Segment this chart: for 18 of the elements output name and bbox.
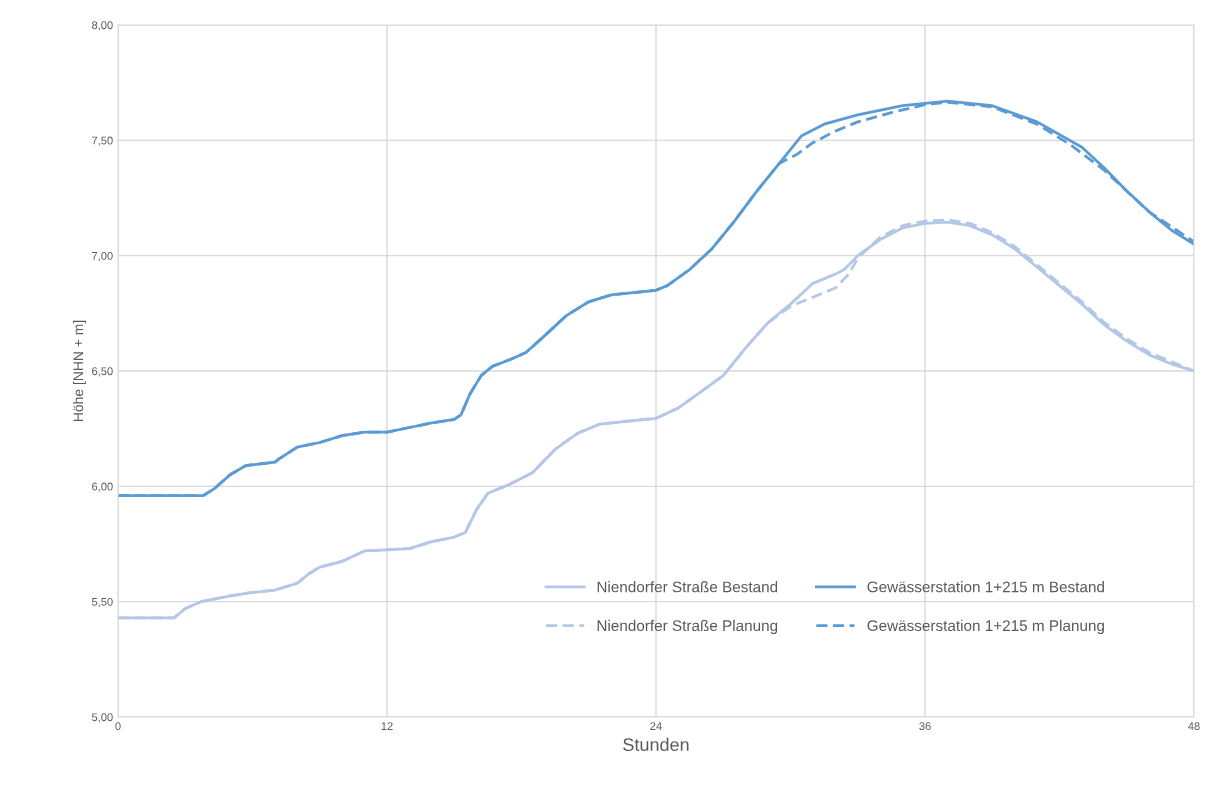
y-axis-title: Höhe [NHN + m] [73,320,86,421]
x-tick-label: 36 [919,722,931,731]
x-tick-label: 24 [650,722,662,730]
y-tick-label: 7,50 [92,136,113,146]
legend-label: Niendorfer Straße Bestand [597,581,778,593]
x-tick-label: 12 [381,722,393,730]
x-tick-label: 48 [1188,722,1200,731]
legend-label: Niendorfer Straße Planung [597,619,778,635]
x-axis-title: Stunden [623,737,689,752]
y-tick-label: 5,50 [91,597,113,608]
y-tick-label: 7,00 [92,251,113,262]
y-tick-label: 6,00 [92,482,113,492]
y-tick-label: 8,00 [92,21,113,31]
legend-label: Gewässerstation 1+215 m Bestand [867,581,1104,593]
y-tick-label: 6,50 [92,367,113,377]
y-tick-label: 5,00 [91,713,113,723]
x-tick-label: 0 [115,722,121,731]
legend-label: Gewässerstation 1+215 m Planung [867,619,1104,635]
